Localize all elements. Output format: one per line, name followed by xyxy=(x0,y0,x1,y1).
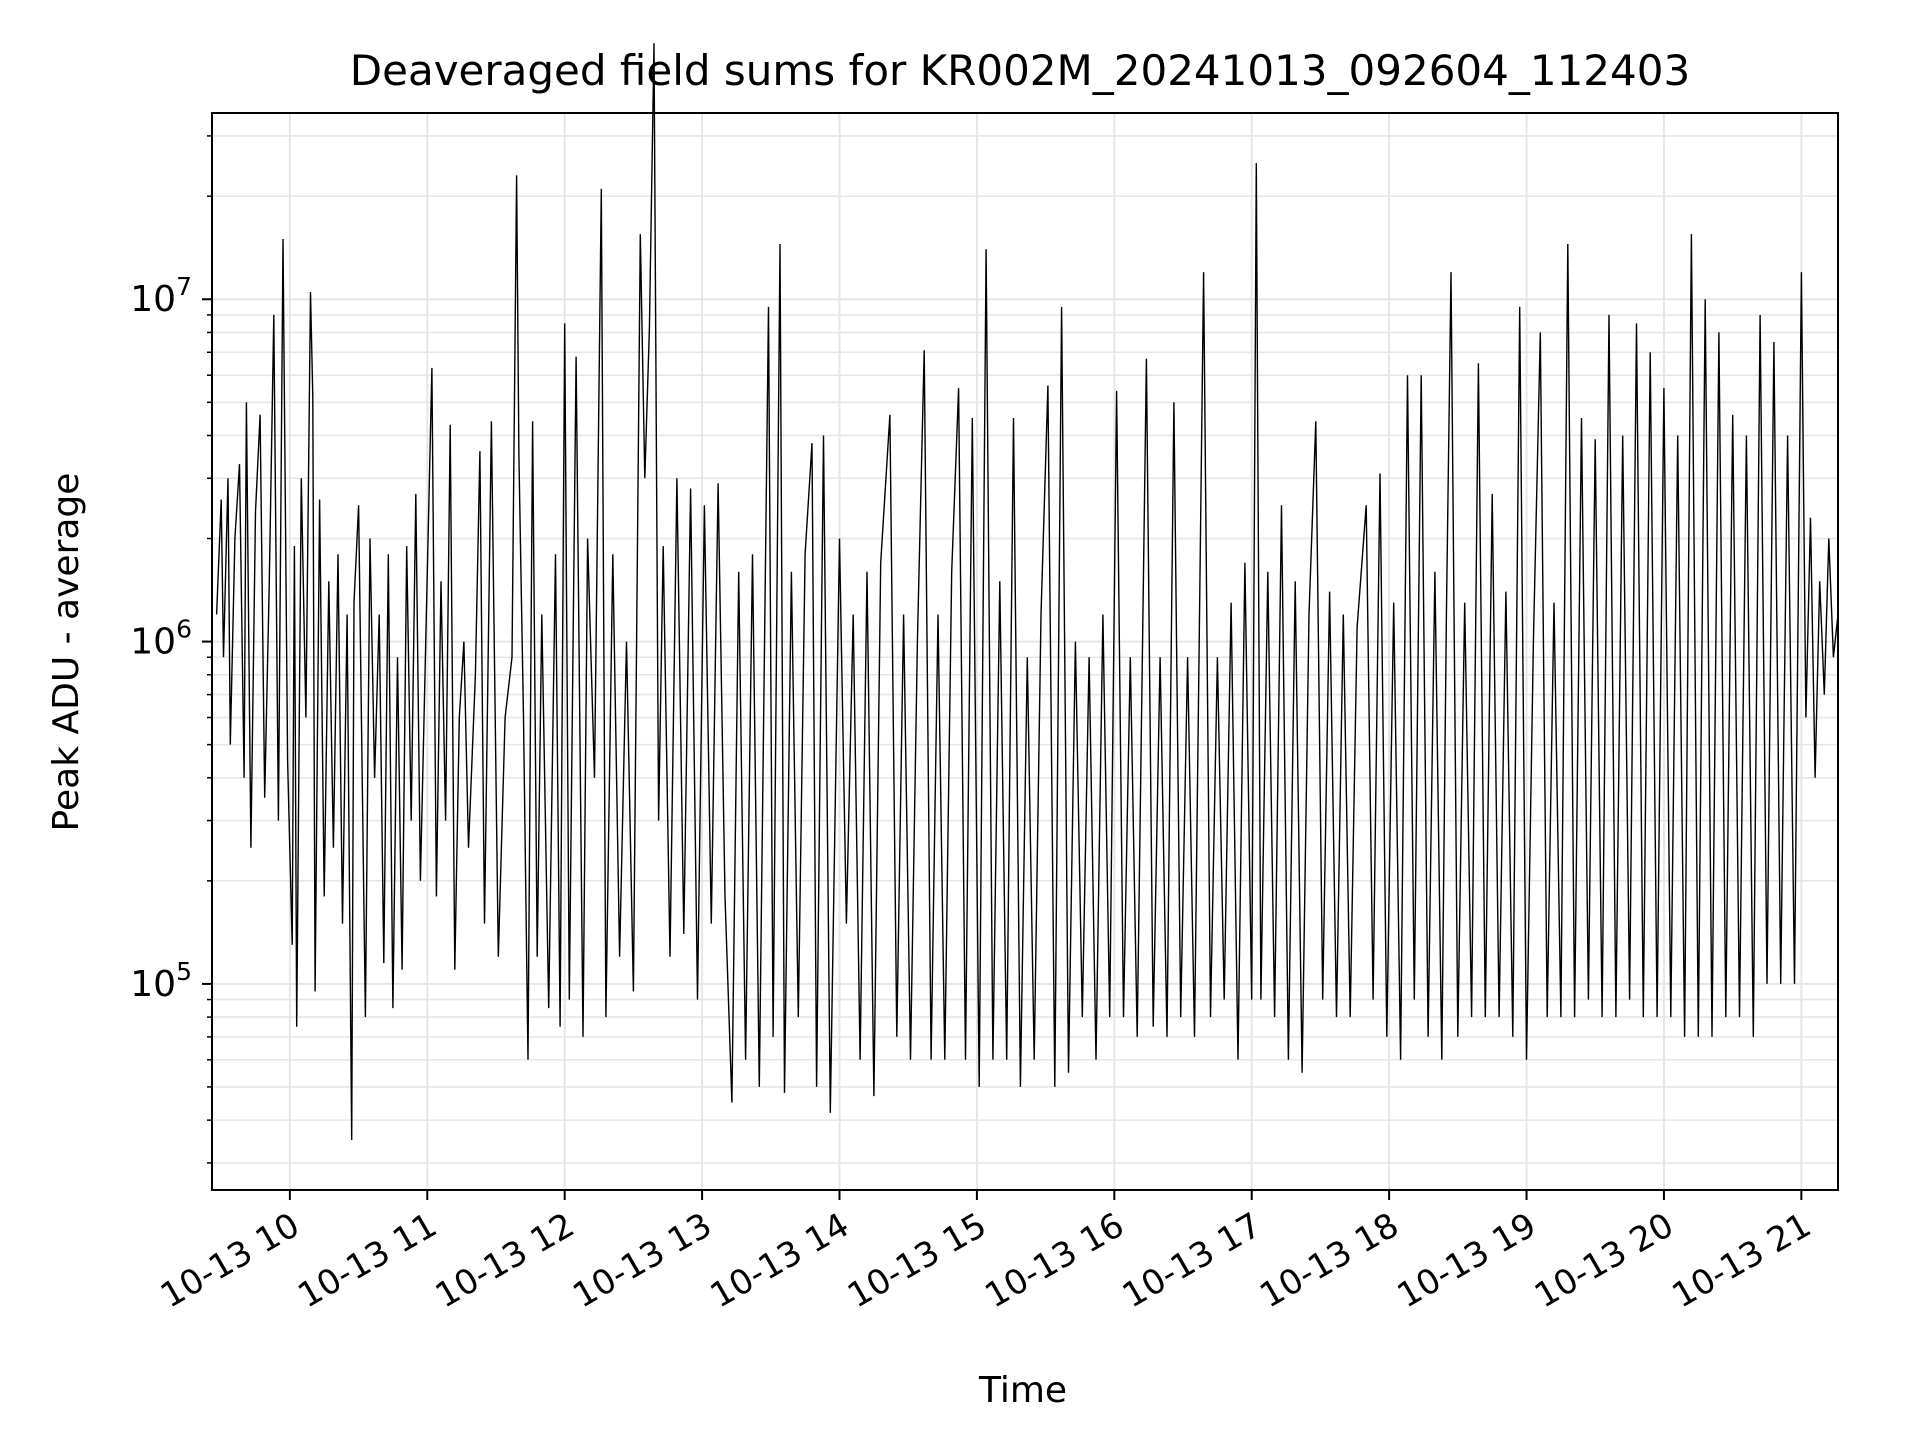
y-tick-label: 107 xyxy=(130,272,192,320)
y-tick-label: 105 xyxy=(130,957,192,1005)
y-axis: 105 106 107 xyxy=(130,135,212,1164)
series-line xyxy=(215,43,1839,1141)
y-tick-label: 106 xyxy=(130,615,192,663)
x-axis-label: Time xyxy=(978,1370,1067,1411)
series-layer xyxy=(215,43,1839,1141)
plot-frame xyxy=(211,112,1839,1191)
chart-title: Deaveraged field sums for KR002M_2024101… xyxy=(350,46,1690,95)
y-axis-label: Peak ADU - average xyxy=(46,473,87,832)
